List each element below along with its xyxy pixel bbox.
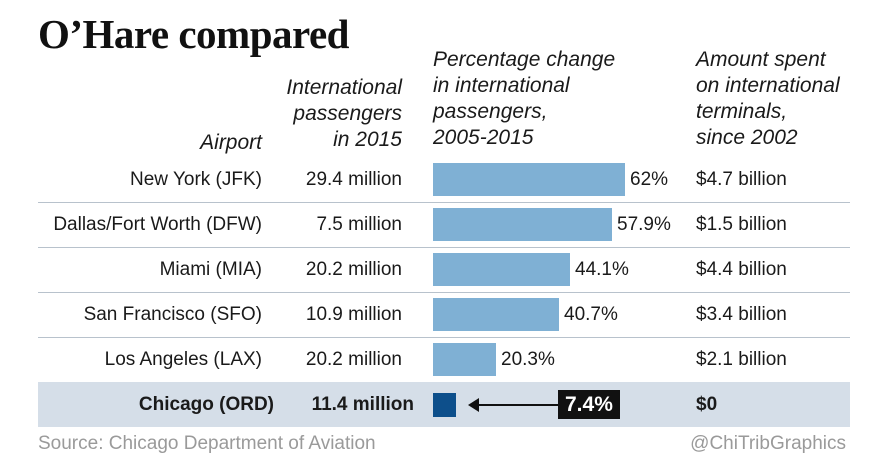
passengers-value: 11.4 million (311, 394, 414, 415)
percentage-bar (433, 298, 559, 331)
amount-spent-value: $1.5 billion (696, 214, 787, 235)
row-separator (38, 292, 850, 293)
row-separator (38, 337, 850, 338)
chart-title: O’Hare compared (38, 11, 349, 57)
percentage-callout: 7.4% (558, 390, 620, 419)
airport-name: Los Angeles (LAX) (104, 349, 262, 370)
percentage-bar (433, 393, 456, 417)
amount-spent-value: $3.4 billion (696, 304, 787, 325)
header-passengers: International passengers in 2015 (286, 76, 402, 151)
percentage-bar (433, 343, 496, 376)
airport-name: New York (JFK) (130, 169, 262, 190)
amount-spent-value: $4.4 billion (696, 259, 787, 280)
percentage-label: 40.7% (564, 304, 618, 325)
amount-spent-value: $2.1 billion (696, 349, 787, 370)
percentage-label: 57.9% (617, 214, 671, 235)
row-separator (38, 247, 850, 248)
table-row: Dallas/Fort Worth (DFW) 7.5 million 57.9% $… (0, 202, 876, 247)
arrow-line (478, 404, 558, 406)
airport-name: San Francisco (SFO) (83, 304, 262, 325)
header-airport: Airport (200, 131, 262, 154)
percentage-bar (433, 208, 612, 241)
table-row: Miami (MIA) 20.2 million 44.1% $4.4 billion (0, 247, 876, 292)
airport-name: Dallas/Fort Worth (DFW) (53, 214, 262, 235)
table-row: New York (JFK) 29.4 million 62% $4.7 billio… (0, 157, 876, 202)
percentage-label: 20.3% (501, 349, 555, 370)
row-separator (38, 202, 850, 203)
header-percentage-change: Percentage change in international passe… (433, 48, 616, 149)
arrow-icon (468, 398, 479, 412)
amount-spent-value: $0 (696, 394, 718, 415)
header-amount-spent: Amount spent on international terminals,… (696, 48, 840, 149)
percentage-bar (433, 163, 625, 196)
credit-note: @ChiTribGraphics (690, 433, 846, 454)
passengers-value: 20.2 million (305, 349, 402, 370)
percentage-label: 62% (630, 169, 669, 190)
source-note: Source: Chicago Department of Aviation (38, 433, 376, 454)
table-row: Los Angeles (LAX) 20.2 million 20.3% $2.1 b… (0, 337, 876, 382)
passengers-value: 29.4 million (305, 169, 402, 190)
table-row: Chicago (ORD) 11.4 million 7.4% $0 (38, 382, 850, 427)
airport-name: Miami (MIA) (159, 259, 262, 280)
passengers-value: 10.9 million (305, 304, 402, 325)
airport-name: Chicago (ORD) (138, 394, 274, 415)
passengers-value: 7.5 million (316, 214, 402, 235)
percentage-bar (433, 253, 570, 286)
passengers-value: 20.2 million (305, 259, 402, 280)
table-row: San Francisco (SFO) 10.9 million 40.7% $3.4… (0, 292, 876, 337)
amount-spent-value: $4.7 billion (696, 169, 787, 190)
percentage-label: 44.1% (575, 259, 629, 280)
